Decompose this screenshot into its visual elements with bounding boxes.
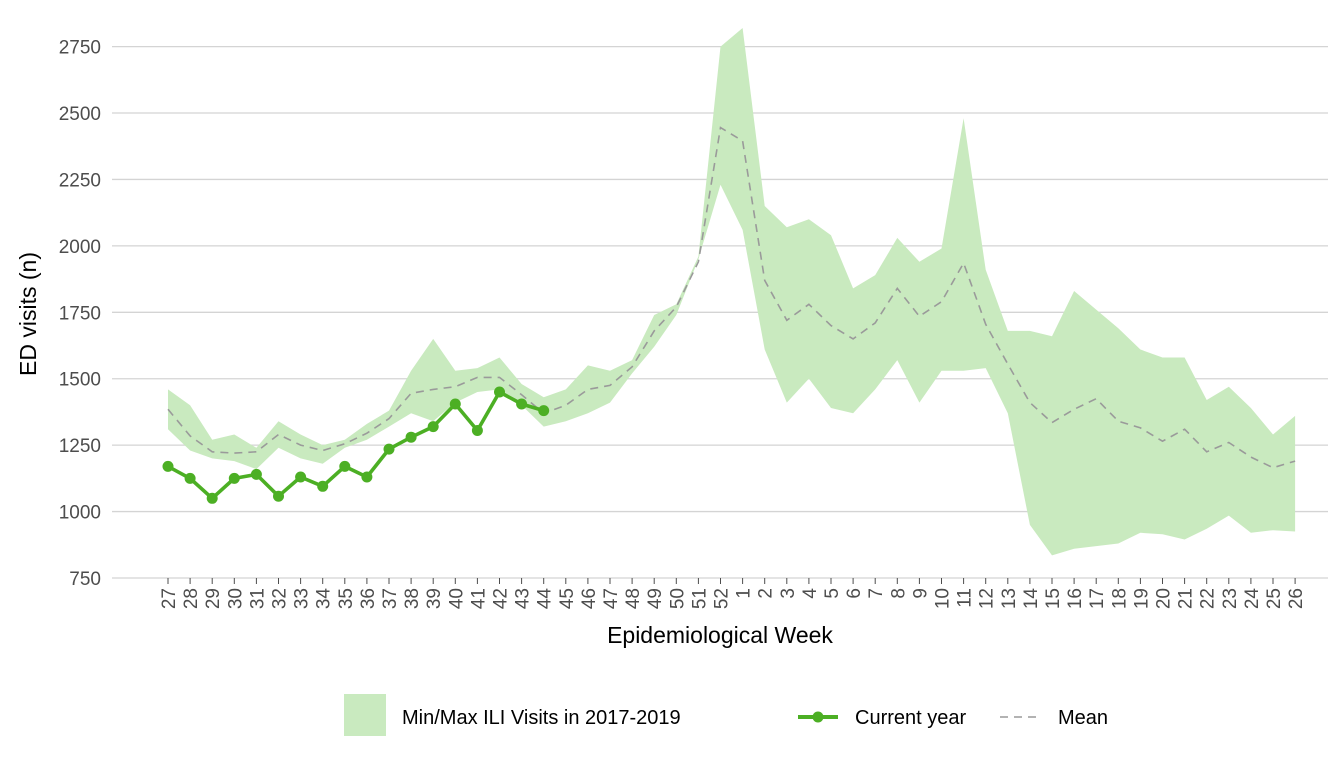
x-tick-label: 29 [203, 588, 224, 609]
current-year-point [162, 460, 174, 472]
y-tick-label: 1500 [59, 370, 101, 391]
x-tick-label: 7 [866, 588, 887, 599]
x-tick-label: 27 [159, 588, 180, 609]
legend-band-label: Min/Max ILI Visits in 2017-2019 [402, 707, 681, 729]
x-tick-label: 23 [1220, 588, 1241, 609]
x-tick-label: 2 [756, 588, 777, 599]
x-tick-label: 42 [491, 588, 512, 609]
x-axis: 27 28 29 30 31 32 33 34 35 36 37 38 39 40 41 42 43 44 45 46… [159, 578, 1307, 609]
x-tick-label: 46 [579, 588, 600, 609]
x-tick-label: 14 [1021, 588, 1042, 610]
x-tick-label: 5 [822, 588, 843, 599]
current-year-layer [162, 386, 550, 504]
x-axis-title: Epidemiological Week [607, 622, 833, 648]
x-tick-label: 38 [402, 588, 423, 609]
y-tick-label: 1750 [59, 303, 101, 324]
x-tick-label: 32 [270, 588, 291, 609]
x-tick-label: 4 [800, 588, 821, 599]
x-tick-label: 1 [734, 588, 755, 599]
current-year-point [427, 421, 439, 433]
x-tick-label: 21 [1176, 588, 1197, 609]
current-year-point [383, 443, 395, 455]
current-year-point [339, 460, 351, 472]
current-year-point [494, 386, 505, 398]
x-tick-label: 41 [468, 588, 489, 609]
x-tick-label: 50 [667, 588, 688, 609]
y-tick-label: 2250 [59, 170, 101, 191]
x-tick-label: 52 [712, 588, 733, 609]
legend-current-year-marker [812, 711, 824, 723]
legend: Min/Max ILI Visits in 2017-2019 Current … [344, 694, 1108, 736]
current-year-point [273, 490, 284, 502]
x-tick-label: 33 [292, 588, 313, 609]
legend-mean-label: Mean [1058, 707, 1108, 729]
x-tick-label: 48 [623, 588, 644, 609]
y-tick-label: 1000 [59, 503, 101, 524]
min-max-band-layer [168, 28, 1296, 556]
x-tick-label: 3 [778, 588, 799, 599]
x-tick-label: 39 [424, 588, 445, 609]
current-year-point [228, 472, 240, 484]
x-tick-label: 18 [1109, 588, 1130, 609]
mean-line [167, 126, 1296, 469]
x-tick-label: 47 [601, 588, 622, 609]
x-tick-label: 26 [1286, 588, 1307, 609]
min-max-band [168, 28, 1296, 556]
x-tick-label: 35 [336, 588, 357, 609]
y-tick-label: 2500 [59, 104, 101, 125]
y-tick-label: 1250 [59, 436, 101, 457]
x-tick-label: 45 [557, 588, 578, 609]
x-tick-label: 40 [446, 588, 467, 609]
x-tick-label: 31 [247, 588, 268, 609]
x-tick-label: 37 [380, 588, 401, 609]
x-tick-label: 17 [1087, 588, 1108, 609]
y-tick-label: 2750 [59, 38, 101, 59]
current-year-point [538, 405, 550, 417]
current-year-point [449, 398, 461, 410]
current-year-point [295, 471, 307, 483]
x-tick-label: 11 [955, 588, 976, 608]
x-tick-label: 25 [1264, 588, 1285, 609]
y-axis: 750 1000 1250 1500 1750 2000 2250 2500 2750 [59, 38, 101, 590]
mean-line-layer [167, 126, 1296, 469]
x-tick-label: 15 [1043, 588, 1064, 609]
current-year-point [361, 471, 373, 483]
x-tick-label: 10 [933, 588, 954, 609]
x-tick-label: 24 [1242, 588, 1263, 610]
x-tick-label: 43 [513, 588, 534, 609]
x-tick-label: 51 [689, 588, 710, 609]
x-tick-label: 28 [181, 588, 202, 609]
current-year-point [250, 468, 262, 480]
current-year-point [317, 480, 329, 492]
x-tick-label: 13 [999, 588, 1020, 609]
x-tick-label: 20 [1154, 588, 1175, 609]
x-tick-label: 44 [535, 588, 556, 610]
current-year-point [516, 398, 528, 410]
x-tick-label: 6 [844, 588, 865, 599]
legend-band-swatch [344, 694, 386, 736]
x-tick-label: 9 [910, 588, 931, 599]
x-tick-label: 34 [314, 588, 335, 610]
x-tick-label: 12 [977, 588, 998, 609]
x-tick-label: 22 [1198, 588, 1219, 609]
current-year-point [471, 425, 483, 436]
x-tick-label: 36 [358, 588, 379, 609]
y-tick-label: 750 [69, 569, 101, 590]
current-year-point [405, 431, 417, 443]
x-tick-label: 49 [645, 588, 666, 609]
legend-current-year-label: Current year [855, 707, 966, 729]
x-tick-label: 16 [1065, 588, 1086, 609]
y-axis-title: ED visits (n) [15, 252, 41, 376]
current-year-point [206, 492, 218, 504]
y-tick-label: 2000 [59, 237, 101, 258]
x-tick-label: 8 [888, 588, 909, 599]
x-tick-label: 19 [1131, 588, 1152, 609]
current-year-point [184, 472, 196, 484]
x-tick-label: 30 [225, 588, 246, 609]
